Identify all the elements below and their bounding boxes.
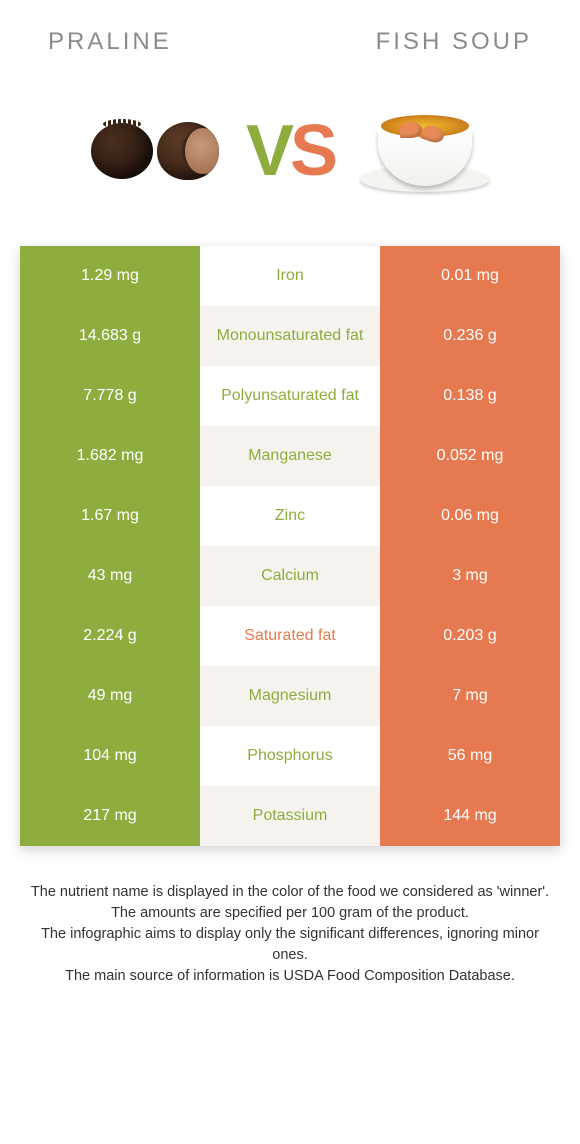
nutrient-name-cell: Polyunsaturated fat <box>200 366 380 426</box>
right-value-cell: 0.236 g <box>380 306 560 366</box>
footer-notes: The nutrient name is displayed in the co… <box>0 846 580 987</box>
table-row: 1.682 mgManganese0.052 mg <box>20 426 560 486</box>
nutrient-name-cell: Saturated fat <box>200 606 380 666</box>
right-food-title: Fish soup <box>376 28 532 56</box>
right-value-cell: 7 mg <box>380 666 560 726</box>
comparison-table: 1.29 mgIron0.01 mg14.683 gMonounsaturate… <box>20 246 560 846</box>
nutrient-name-cell: Monounsaturated fat <box>200 306 380 366</box>
right-value-cell: 56 mg <box>380 726 560 786</box>
vs-letter-v: V <box>246 111 290 191</box>
header: Praline Fish soup <box>0 0 580 66</box>
nutrient-name-cell: Iron <box>200 246 380 306</box>
nutrient-name-cell: Zinc <box>200 486 380 546</box>
footer-line: The main source of information is USDA F… <box>30 966 550 987</box>
left-value-cell: 1.682 mg <box>20 426 200 486</box>
vs-row: VS <box>0 66 580 246</box>
right-value-cell: 0.138 g <box>380 366 560 426</box>
praline-icon <box>80 96 230 206</box>
table-row: 14.683 gMonounsaturated fat0.236 g <box>20 306 560 366</box>
left-value-cell: 1.29 mg <box>20 246 200 306</box>
nutrient-name-cell: Potassium <box>200 786 380 846</box>
nutrient-name-cell: Calcium <box>200 546 380 606</box>
right-value-cell: 0.052 mg <box>380 426 560 486</box>
footer-line: The nutrient name is displayed in the co… <box>30 882 550 903</box>
left-value-cell: 217 mg <box>20 786 200 846</box>
table-row: 217 mgPotassium144 mg <box>20 786 560 846</box>
table-row: 2.224 gSaturated fat0.203 g <box>20 606 560 666</box>
left-food-title: Praline <box>48 28 172 56</box>
left-value-cell: 1.67 mg <box>20 486 200 546</box>
right-value-cell: 0.203 g <box>380 606 560 666</box>
nutrient-name-cell: Phosphorus <box>200 726 380 786</box>
vs-text: VS <box>246 110 334 192</box>
left-value-cell: 49 mg <box>20 666 200 726</box>
footer-line: The amounts are specified per 100 gram o… <box>30 903 550 924</box>
left-value-cell: 14.683 g <box>20 306 200 366</box>
table-row: 104 mgPhosphorus56 mg <box>20 726 560 786</box>
table-row: 7.778 gPolyunsaturated fat0.138 g <box>20 366 560 426</box>
fish-soup-icon <box>350 96 500 206</box>
nutrient-name-cell: Magnesium <box>200 666 380 726</box>
footer-line: The infographic aims to display only the… <box>30 924 550 966</box>
left-value-cell: 104 mg <box>20 726 200 786</box>
left-value-cell: 43 mg <box>20 546 200 606</box>
vs-letter-s: S <box>290 111 334 191</box>
right-value-cell: 0.01 mg <box>380 246 560 306</box>
right-value-cell: 144 mg <box>380 786 560 846</box>
right-value-cell: 0.06 mg <box>380 486 560 546</box>
left-value-cell: 2.224 g <box>20 606 200 666</box>
table-row: 49 mgMagnesium7 mg <box>20 666 560 726</box>
table-row: 1.67 mgZinc0.06 mg <box>20 486 560 546</box>
right-value-cell: 3 mg <box>380 546 560 606</box>
nutrient-name-cell: Manganese <box>200 426 380 486</box>
left-value-cell: 7.778 g <box>20 366 200 426</box>
table-row: 43 mgCalcium3 mg <box>20 546 560 606</box>
table-row: 1.29 mgIron0.01 mg <box>20 246 560 306</box>
